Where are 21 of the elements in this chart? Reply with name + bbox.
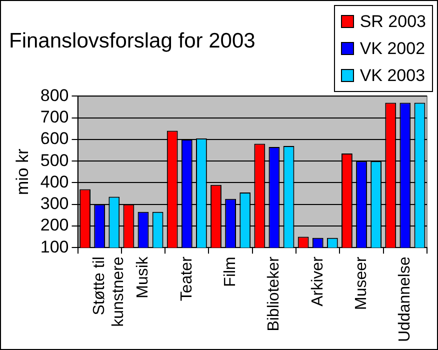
y-tick-label: 200: [40, 216, 69, 235]
y-axis-title: mio kr: [12, 148, 32, 196]
chart-title: Finanslovsforslag for 2003: [9, 29, 256, 52]
x-tick-label: Film: [222, 256, 239, 287]
y-tick-label: 600: [40, 129, 69, 148]
legend-label: SR 2003: [360, 12, 426, 32]
x-tick-label: Musik: [134, 256, 152, 298]
legend-label: VK 2002: [360, 38, 426, 58]
x-tick-label: Arkiver: [309, 256, 326, 306]
x-tick-label: Uddannelse: [396, 256, 414, 342]
y-tick-label: 500: [40, 150, 69, 170]
x-tick-label: Museer: [352, 256, 370, 310]
y-tick-label: 700: [40, 108, 69, 127]
x-tick-label: Teater: [178, 256, 196, 302]
x-tick-label: Biblioteker: [266, 256, 283, 332]
y-tick-label: 100: [40, 237, 69, 256]
y-tick-label: 300: [40, 194, 69, 214]
x-tick-label: Støtte til kunstnere: [90, 256, 128, 327]
legend-label: VK 2003: [360, 66, 426, 86]
y-tick-label: 800: [40, 86, 69, 105]
y-tick-label: 400: [40, 172, 69, 192]
